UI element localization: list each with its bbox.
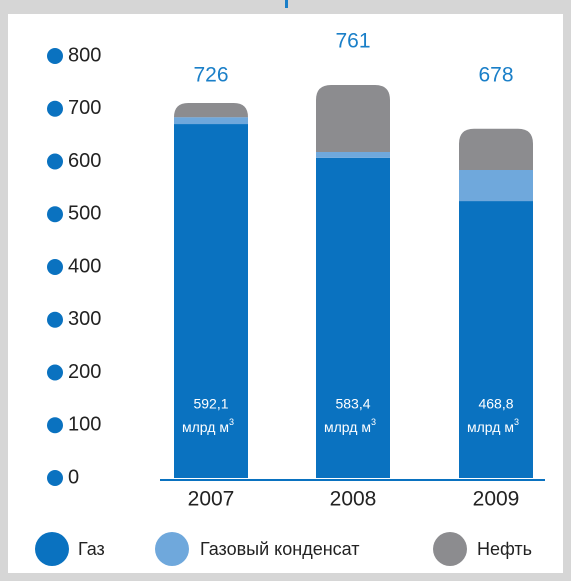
bar-segment xyxy=(459,169,533,202)
gas-unit-sup: 3 xyxy=(229,417,234,427)
legend-swatch xyxy=(35,532,69,566)
y-tick-dot xyxy=(47,48,63,64)
y-tick-label: 600 xyxy=(68,150,101,172)
y-tick-dot xyxy=(47,153,63,170)
gas-unit: млрд м3 xyxy=(182,417,234,434)
gas-unit-text: млрд м xyxy=(182,419,229,435)
gas-unit-text: млрд м xyxy=(467,419,514,435)
y-tick-label: 100 xyxy=(68,414,101,436)
bar-segment xyxy=(174,124,248,479)
title-fragment xyxy=(285,0,288,8)
y-tick-label: 700 xyxy=(68,97,101,119)
bar-segment xyxy=(459,201,533,478)
total-label: 678 xyxy=(478,64,513,87)
total-label: 726 xyxy=(193,64,228,87)
gas-label: 592,1 xyxy=(193,396,228,412)
gas-unit-sup: 3 xyxy=(514,417,519,427)
bar-segment xyxy=(316,152,390,158)
y-tick-dot xyxy=(47,364,63,381)
legend-label: Газ xyxy=(78,539,105,559)
gas-unit: млрд м3 xyxy=(467,417,519,434)
bar-segment xyxy=(316,157,390,478)
y-tick-dot xyxy=(47,259,63,275)
y-tick-label: 800 xyxy=(68,44,101,66)
legend-label: Нефть xyxy=(477,539,532,559)
y-tick-label: 500 xyxy=(68,203,101,225)
y-tick-dot xyxy=(47,470,63,486)
y-tick-label: 200 xyxy=(68,361,101,383)
x-tick-label: 2008 xyxy=(330,488,377,511)
legend-swatch xyxy=(155,532,189,566)
gas-label: 583,4 xyxy=(335,396,370,412)
bar-segment xyxy=(316,85,390,153)
bar-segment xyxy=(459,128,533,170)
legend-label: Газовый конденсат xyxy=(200,539,360,559)
y-tick-label: 300 xyxy=(68,308,101,330)
gas-label: 468,8 xyxy=(478,396,513,412)
y-tick-dot xyxy=(47,311,63,328)
gas-unit: млрд м3 xyxy=(324,417,376,434)
gas-unit-sup: 3 xyxy=(371,417,376,427)
y-tick-dot xyxy=(47,417,63,434)
bar-segment xyxy=(174,117,248,125)
bar-segment xyxy=(174,102,248,118)
gas-unit-text: млрд м xyxy=(324,419,371,435)
y-tick-dot xyxy=(47,100,63,117)
x-tick-label: 2009 xyxy=(473,488,520,511)
y-tick-dot xyxy=(47,206,63,223)
legend-swatch xyxy=(433,532,467,566)
total-label: 761 xyxy=(335,30,370,53)
y-tick-label: 0 xyxy=(68,466,79,488)
y-tick-label: 400 xyxy=(68,255,101,277)
x-tick-label: 2007 xyxy=(188,488,235,511)
